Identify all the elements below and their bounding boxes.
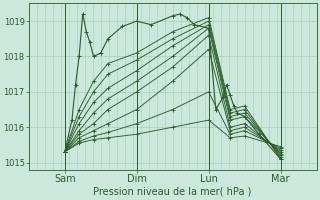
X-axis label: Pression niveau de la mer( hPa ): Pression niveau de la mer( hPa ) — [93, 187, 252, 197]
